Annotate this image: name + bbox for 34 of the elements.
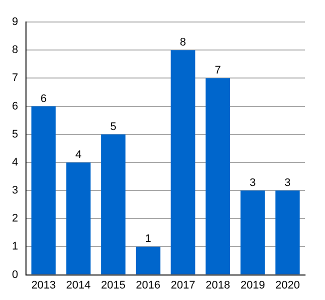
- data-label: 1: [145, 233, 152, 246]
- data-label: 5: [110, 120, 116, 133]
- x-tick-label: 2018: [206, 279, 230, 292]
- data-label: 4: [75, 148, 82, 161]
- x-tick-label: 2013: [31, 279, 56, 292]
- bar: [170, 50, 196, 274]
- x-tick-label: 2015: [101, 279, 126, 292]
- y-tick-label: 5: [12, 128, 18, 140]
- y-tick-label: 0: [12, 268, 18, 281]
- bar: [275, 190, 300, 274]
- y-tick-label: 2: [12, 212, 18, 225]
- y-tick-label: 3: [12, 184, 18, 197]
- bar: [206, 78, 230, 274]
- x-tick-label: 2014: [66, 279, 91, 292]
- y-tick-label: 1: [12, 240, 18, 253]
- bar: [240, 190, 265, 274]
- y-tick-label: 4: [12, 156, 18, 168]
- x-tick-label: 2019: [240, 279, 265, 292]
- y-tick-label: 7: [12, 72, 18, 84]
- bar: [31, 106, 56, 274]
- bar: [136, 246, 160, 274]
- data-label: 6: [40, 92, 47, 105]
- data-label: 3: [250, 177, 256, 190]
- data-label: 3: [284, 177, 291, 190]
- y-tick-label: 6: [12, 100, 18, 112]
- x-tick-label: 2016: [136, 279, 160, 292]
- bar: [66, 162, 91, 274]
- bar: [101, 134, 126, 274]
- y-tick-label: 9: [12, 16, 18, 28]
- data-label: 8: [180, 36, 186, 49]
- x-tick-label: 2017: [170, 279, 196, 292]
- y-tick-label: 8: [12, 44, 18, 56]
- x-tick-label: 2020: [275, 279, 300, 292]
- data-label: 7: [214, 64, 221, 77]
